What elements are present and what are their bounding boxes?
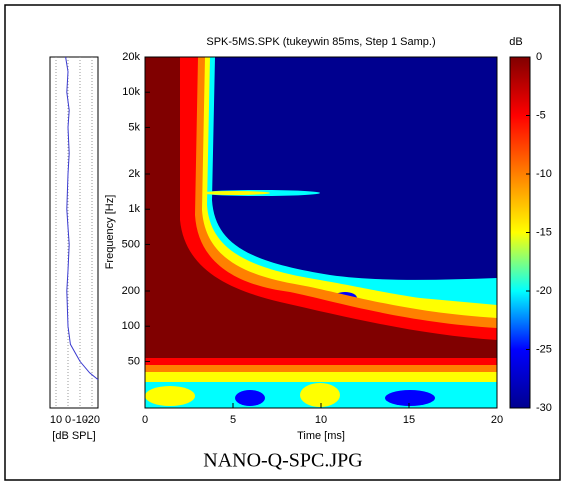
colorbar-tick-label: -10 bbox=[536, 168, 552, 180]
side-x-tick-label: 0 bbox=[65, 414, 71, 426]
colorbar-tick-label: -30 bbox=[536, 402, 552, 414]
y-tick-label: 200 bbox=[122, 285, 140, 297]
y-tick-label: 5k bbox=[128, 121, 140, 133]
heatmap-blob bbox=[235, 390, 265, 406]
colorbar-tick-label: 0 bbox=[536, 51, 542, 63]
x-tick-label: 20 bbox=[491, 414, 503, 426]
side-x-tick-label: -10 bbox=[72, 414, 88, 426]
y-tick-label: 100 bbox=[122, 320, 140, 332]
y-axis-label: Frequency [Hz] bbox=[104, 195, 116, 270]
side-x-label: [dB SPL] bbox=[52, 430, 95, 442]
y-tick-label: 1k bbox=[128, 203, 140, 215]
heatmap-blob bbox=[145, 386, 195, 406]
chart-title: SPK-5MS.SPK (tukeywin 85ms, Step 1 Samp.… bbox=[206, 36, 435, 48]
side-plot-frame bbox=[49, 56, 99, 409]
colorbar-tick-label: -25 bbox=[536, 343, 552, 355]
y-tick-label: 20k bbox=[122, 51, 140, 63]
y-tick-label: 2k bbox=[128, 168, 140, 180]
x-axis-label: Time [ms] bbox=[297, 430, 345, 442]
side-x-tick-label: -20 bbox=[84, 414, 100, 426]
colorbar-tick-label: -5 bbox=[536, 109, 546, 121]
colorbar-tick-label: -20 bbox=[536, 285, 552, 297]
caption: NANO-Q-SPC.JPG bbox=[203, 450, 362, 472]
heatmap-blob bbox=[385, 390, 435, 406]
x-tick-label: 5 bbox=[230, 414, 236, 426]
x-tick-label: 10 bbox=[315, 414, 327, 426]
heatmap-blob bbox=[300, 383, 340, 407]
response-line bbox=[65, 56, 99, 380]
heatmap bbox=[145, 57, 497, 408]
side-x-tick-label: 10 bbox=[50, 414, 62, 426]
colorbar-tick-label: -15 bbox=[536, 226, 552, 238]
x-tick-label: 15 bbox=[403, 414, 415, 426]
x-tick-label: 0 bbox=[142, 414, 148, 426]
y-tick-label: 10k bbox=[122, 86, 140, 98]
heatmap-region bbox=[145, 57, 497, 358]
heatmap-streak bbox=[200, 191, 270, 195]
y-tick-label: 500 bbox=[122, 238, 140, 250]
colorbar-label: dB bbox=[509, 36, 522, 48]
y-tick-label: 50 bbox=[128, 355, 140, 367]
